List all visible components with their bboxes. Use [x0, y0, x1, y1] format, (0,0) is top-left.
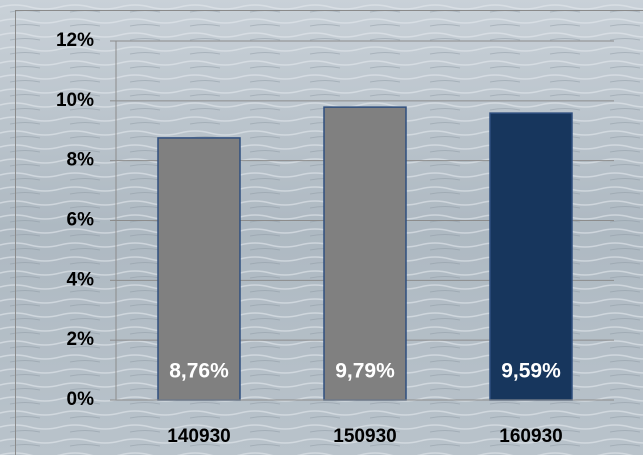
- y-tick-label: 0%: [67, 389, 95, 410]
- y-tick-label: 12%: [56, 30, 94, 51]
- bar: [323, 106, 407, 401]
- bar: [489, 112, 573, 401]
- chart-border: [15, 10, 643, 455]
- x-tick-label: 160930: [499, 426, 562, 447]
- value-label: 9,79%: [335, 360, 395, 383]
- y-tick-label: 4%: [67, 269, 95, 290]
- value-label: 9,59%: [501, 360, 561, 383]
- value-label: 8,76%: [169, 360, 229, 383]
- x-tick-label: 150930: [333, 426, 396, 447]
- bar: [157, 137, 241, 401]
- x-tick-label: 140930: [167, 426, 230, 447]
- y-tick-label: 10%: [56, 90, 94, 111]
- y-tick-label: 2%: [67, 329, 95, 350]
- y-tick-label: 6%: [67, 210, 95, 231]
- y-tick-label: 8%: [67, 150, 95, 171]
